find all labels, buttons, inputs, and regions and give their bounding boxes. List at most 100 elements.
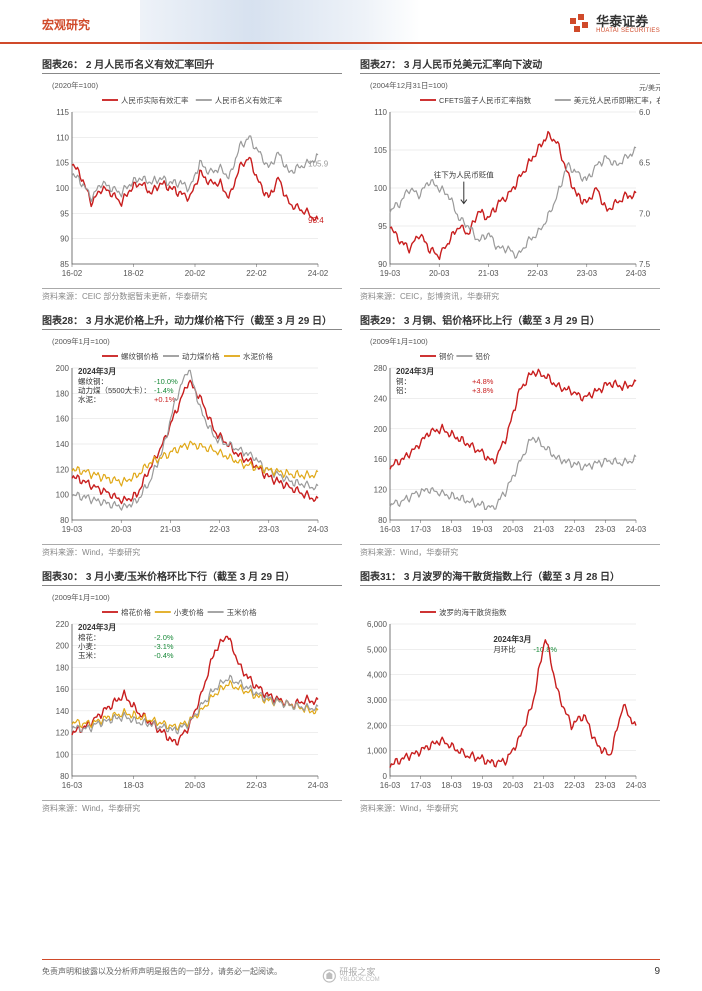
svg-text:16-03: 16-03 <box>380 781 401 790</box>
svg-text:7.5: 7.5 <box>639 260 651 269</box>
svg-text:280: 280 <box>374 364 388 373</box>
svg-text:20-03: 20-03 <box>429 269 450 278</box>
svg-text:22-03: 22-03 <box>564 781 585 790</box>
svg-text:螺纹钢价格: 螺纹钢价格 <box>121 351 159 361</box>
svg-text:铝价: 铝价 <box>475 351 490 361</box>
chart-source: 资料来源：Wind，华泰研究 <box>42 544 342 558</box>
svg-text:93.4: 93.4 <box>308 216 324 225</box>
svg-text:80: 80 <box>378 516 387 525</box>
svg-text:CFETS篮子人民币汇率指数: CFETS篮子人民币汇率指数 <box>439 95 532 105</box>
svg-text:95: 95 <box>60 209 69 218</box>
svg-text:20-03: 20-03 <box>111 525 132 534</box>
svg-text:18-03: 18-03 <box>123 781 144 790</box>
svg-text:105.9: 105.9 <box>308 160 329 169</box>
chart-source: 资料来源：CEIC，彭博资讯，华泰研究 <box>360 288 660 302</box>
svg-text:80: 80 <box>60 772 69 781</box>
svg-text:24-03: 24-03 <box>626 525 647 534</box>
svg-text:220: 220 <box>56 620 70 629</box>
footer-disclaimer: 免责声明和披露以及分析师声明是报告的一部分，请务必一起阅读。 <box>42 966 282 977</box>
svg-text:105: 105 <box>374 146 388 155</box>
svg-text:动力煤价格: 动力煤价格 <box>182 351 220 361</box>
svg-text:18-03: 18-03 <box>441 525 462 534</box>
svg-text:2024年3月: 2024年3月 <box>78 622 116 632</box>
svg-text:-1.4%: -1.4% <box>154 386 174 395</box>
svg-text:85: 85 <box>60 260 69 269</box>
svg-text:2024年3月: 2024年3月 <box>78 366 116 376</box>
svg-text:140: 140 <box>56 440 70 449</box>
svg-text:3,000: 3,000 <box>367 696 388 705</box>
svg-text:24-02: 24-02 <box>308 269 329 278</box>
chart-30: 图表30： 3 月小麦/玉米价格环比下行（截至 3 月 29 日）8010012… <box>42 566 342 814</box>
svg-text:21-03: 21-03 <box>534 525 555 534</box>
svg-text:5,000: 5,000 <box>367 645 388 654</box>
chart-27: 图表27： 3 月人民币兑美元汇率向下波动90951001051106.06.5… <box>360 54 660 302</box>
svg-text:24-03: 24-03 <box>626 269 647 278</box>
chart-svg: 85909510010511011516-0218-0220-0222-0224… <box>42 76 342 286</box>
svg-text:22-02: 22-02 <box>246 269 267 278</box>
page-number: 9 <box>654 966 660 977</box>
svg-text:2024年3月: 2024年3月 <box>493 634 531 644</box>
svg-text:160: 160 <box>374 455 388 464</box>
svg-text:动力煤（5500大卡）：: 动力煤（5500大卡）： <box>78 385 151 395</box>
chart-svg: 01,0002,0003,0004,0005,0006,00016-0317-0… <box>360 588 660 798</box>
svg-text:2,000: 2,000 <box>367 721 388 730</box>
svg-text:6.0: 6.0 <box>639 108 651 117</box>
svg-text:23-03: 23-03 <box>577 269 598 278</box>
svg-text:20-03: 20-03 <box>185 781 206 790</box>
chart-source: 资料来源：Wind，华泰研究 <box>42 800 342 814</box>
chart-28: 图表28： 3 月水泥价格上升，动力煤价格下行（截至 3 月 29 日）8010… <box>42 310 342 558</box>
svg-text:-2.0%: -2.0% <box>154 633 174 642</box>
svg-text:-3.1%: -3.1% <box>154 642 174 651</box>
page-header: 宏观研究 华泰证券 HUATAI SECURITIES <box>0 0 702 44</box>
svg-text:玉米价格: 玉米价格 <box>227 607 257 617</box>
svg-text:(2009年1月=100): (2009年1月=100) <box>370 336 428 346</box>
svg-text:(2020年=100): (2020年=100) <box>52 80 99 90</box>
svg-text:24-03: 24-03 <box>308 525 329 534</box>
svg-text:小麦价格: 小麦价格 <box>174 607 204 617</box>
svg-text:螺纹钢：: 螺纹钢： <box>78 376 108 386</box>
svg-text:水泥：: 水泥： <box>78 394 101 404</box>
chart-title: 图表27： 3 月人民币兑美元汇率向下波动 <box>360 54 660 74</box>
svg-text:100: 100 <box>56 184 70 193</box>
chart-31: 图表31： 3 月波罗的海干散货指数上行（截至 3 月 28 日） 0 1,000 2… <box>360 566 660 814</box>
svg-text:铜：: 铜： <box>396 376 411 386</box>
svg-text:1,000: 1,000 <box>367 747 388 756</box>
svg-text:-10.8%: -10.8% <box>533 645 557 654</box>
svg-text:铝：: 铝： <box>396 385 411 395</box>
svg-text:20-02: 20-02 <box>185 269 206 278</box>
svg-text:美元兑人民币即期汇率，右轴: 美元兑人民币即期汇率，右轴 <box>574 95 660 105</box>
svg-text:铜价: 铜价 <box>439 351 454 361</box>
svg-text:24-03: 24-03 <box>626 781 647 790</box>
svg-text:22-03: 22-03 <box>209 525 230 534</box>
svg-text:0: 0 <box>383 772 388 781</box>
svg-text:16-03: 16-03 <box>62 781 83 790</box>
svg-text:人民币实际有效汇率: 人民币实际有效汇率 <box>121 95 189 105</box>
svg-text:22-03: 22-03 <box>564 525 585 534</box>
svg-text:90: 90 <box>378 260 387 269</box>
svg-text:(2004年12月31日=100): (2004年12月31日=100) <box>370 80 448 90</box>
svg-text:120: 120 <box>56 465 70 474</box>
svg-text:20-03: 20-03 <box>503 525 524 534</box>
svg-text:(2009年1月=100): (2009年1月=100) <box>52 592 110 602</box>
content-area: 图表26： 2 月人民币名义有效汇率回升85909510010511011516… <box>0 44 702 814</box>
chart-title: 图表31： 3 月波罗的海干散货指数上行（截至 3 月 28 日） <box>360 566 660 586</box>
svg-text:19-03: 19-03 <box>380 269 401 278</box>
svg-text:16-02: 16-02 <box>62 269 83 278</box>
svg-text:160: 160 <box>56 685 70 694</box>
watermark-subtext: YBLOOK.COM <box>339 977 379 983</box>
svg-text:-10.0%: -10.0% <box>154 377 178 386</box>
chart-title: 图表26： 2 月人民币名义有效汇率回升 <box>42 54 342 74</box>
svg-text:6.5: 6.5 <box>639 159 651 168</box>
svg-text:120: 120 <box>374 486 388 495</box>
svg-text:23-03: 23-03 <box>595 781 616 790</box>
svg-text:21-03: 21-03 <box>534 781 555 790</box>
svg-text:240: 240 <box>374 394 388 403</box>
svg-text:18-02: 18-02 <box>123 269 144 278</box>
chart-source: 资料来源：Wind，华泰研究 <box>360 800 660 814</box>
svg-text:100: 100 <box>56 750 70 759</box>
svg-text:22-03: 22-03 <box>246 781 267 790</box>
svg-text:+3.8%: +3.8% <box>472 386 494 395</box>
svg-text:95: 95 <box>378 222 387 231</box>
svg-text:波罗的海干散货指数: 波罗的海干散货指数 <box>439 607 507 617</box>
watermark-text: 研报之家 <box>339 968 379 977</box>
